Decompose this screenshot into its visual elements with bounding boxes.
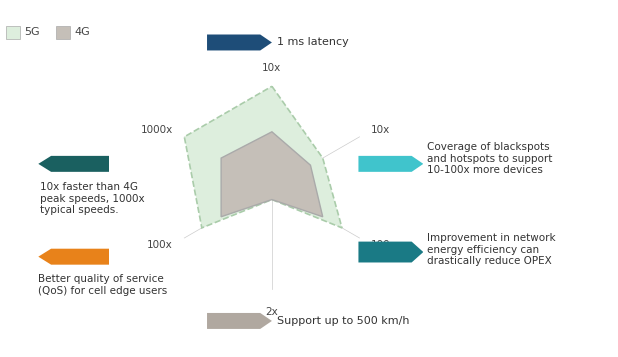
Polygon shape xyxy=(358,156,423,172)
Text: Improvement in network
energy efficiency can
drastically reduce OPEX: Improvement in network energy efficiency… xyxy=(427,233,556,266)
Text: Energy
Efficiency: Energy Efficiency xyxy=(357,241,413,263)
Text: Better quality of service
(QoS) for cell edge users: Better quality of service (QoS) for cell… xyxy=(38,274,167,296)
Text: 10x faster than 4G
peak speeds, 1000x
typical speeds.: 10x faster than 4G peak speeds, 1000x ty… xyxy=(40,182,145,215)
Polygon shape xyxy=(38,249,109,265)
Text: Coverage: Coverage xyxy=(355,159,415,169)
Text: 4G: 4G xyxy=(74,27,90,37)
Text: Mobility: Mobility xyxy=(208,316,259,326)
Polygon shape xyxy=(207,313,272,329)
Text: Data Rate: Data Rate xyxy=(49,159,111,169)
Text: 10x: 10x xyxy=(262,63,282,73)
Text: 10x: 10x xyxy=(371,125,390,135)
Text: 100x: 100x xyxy=(147,240,173,250)
Text: 1 ms latency: 1 ms latency xyxy=(277,37,349,47)
Polygon shape xyxy=(184,86,342,228)
Text: Coverage of blackspots
and hotspots to support
10-100x more devices: Coverage of blackspots and hotspots to s… xyxy=(427,142,552,175)
Text: 100x: 100x xyxy=(371,240,397,250)
Polygon shape xyxy=(38,156,109,172)
Polygon shape xyxy=(6,26,20,39)
Polygon shape xyxy=(207,35,272,50)
Text: Latency: Latency xyxy=(209,37,258,47)
Polygon shape xyxy=(221,132,323,217)
Text: 5G: 5G xyxy=(24,27,40,37)
Text: Support up to 500 km/h: Support up to 500 km/h xyxy=(277,316,409,326)
Text: Reliability: Reliability xyxy=(49,252,112,262)
Text: 2x: 2x xyxy=(266,307,278,317)
Text: 1000x: 1000x xyxy=(141,125,173,135)
Polygon shape xyxy=(56,26,70,39)
Polygon shape xyxy=(358,242,423,262)
